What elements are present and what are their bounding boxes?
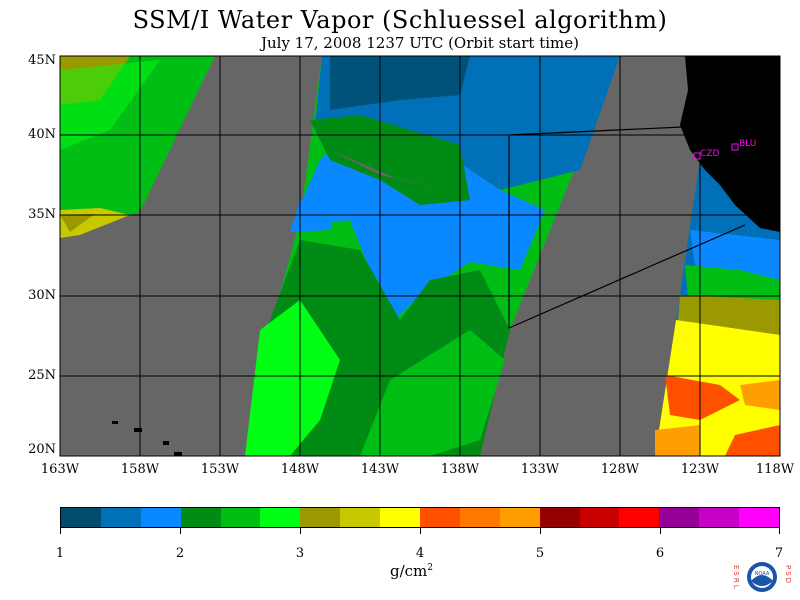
colorbar-tick xyxy=(779,528,780,534)
lat-label-35n: 35N xyxy=(28,207,56,222)
colorbar-swatch xyxy=(180,508,221,527)
swath-east xyxy=(655,160,780,456)
units-exponent: 2 xyxy=(427,563,434,573)
lat-label-30n: 30N xyxy=(28,288,56,303)
site-label-czd: CZD xyxy=(700,149,719,159)
colorbar-swatch xyxy=(220,508,261,527)
colorbar-label-1: 1 xyxy=(55,546,65,561)
colorbar-swatch xyxy=(659,508,700,527)
lon-label-133w: 133W xyxy=(520,462,560,477)
colorbar-swatch xyxy=(619,508,660,527)
colorbar-swatch xyxy=(699,508,740,527)
analysis-outline xyxy=(508,126,746,329)
lon-label-153w: 153W xyxy=(200,462,240,477)
land-north-america xyxy=(680,56,780,232)
colorbar-label-5: 5 xyxy=(535,546,545,561)
colorbar-tick xyxy=(420,528,421,534)
colorbar-swatch xyxy=(420,508,460,527)
colorbar-swatch xyxy=(579,508,620,527)
colorbar-swatch xyxy=(260,508,301,527)
lon-label-138w: 138W xyxy=(440,462,480,477)
colorbar-tick xyxy=(180,528,181,534)
colorbar-swatch xyxy=(380,508,421,527)
colorbar-tick xyxy=(660,528,661,534)
colorbar-label-4: 4 xyxy=(415,546,425,561)
lon-label-123w: 123W xyxy=(680,462,720,477)
colorbar-swatch xyxy=(499,508,540,527)
lon-label-143w: 143W xyxy=(360,462,400,477)
lon-label-158w: 158W xyxy=(120,462,160,477)
lon-label-148w: 148W xyxy=(280,462,320,477)
colorbar-label-7: 7 xyxy=(774,546,784,561)
lon-label-128w: 128W xyxy=(600,462,640,477)
map-title: SSM/I Water Vapor (Schluessel algorithm) xyxy=(132,6,668,34)
site-marker-czd xyxy=(693,152,701,160)
colorbar-swatch xyxy=(739,508,780,527)
colorbar-swatch xyxy=(459,508,500,527)
units-text: g/cm xyxy=(390,562,428,580)
map-subtitle: July 17, 2008 1237 UTC (Orbit start time… xyxy=(260,34,580,52)
colorbar xyxy=(60,507,780,528)
colorbar-tick xyxy=(540,528,541,534)
colorbar-swatch xyxy=(61,508,101,527)
lon-label-163w: 163W xyxy=(40,462,80,477)
site-marker-blu xyxy=(731,143,739,151)
colorbar-swatch xyxy=(100,508,141,527)
colorbar-tick xyxy=(300,528,301,534)
lat-label-20n: 20N xyxy=(28,442,56,457)
colorbar-tick xyxy=(60,528,61,534)
colorbar-label-3: 3 xyxy=(295,546,305,561)
lat-label-45n: 45N xyxy=(28,53,56,68)
svg-text:ESRL: ESRL xyxy=(732,565,740,591)
map-frame xyxy=(59,55,781,457)
colorbar-swatch xyxy=(340,508,381,527)
noaa-esrl-psd-logo: ESRL NOAA PSD xyxy=(732,562,792,592)
swath-central xyxy=(245,56,620,456)
lat-label-25n: 25N xyxy=(28,368,56,383)
colorbar-swatch xyxy=(300,508,341,527)
colorbar-units: g/cm2 xyxy=(390,562,433,580)
svg-text:PSD: PSD xyxy=(784,565,792,585)
colorbar-label-2: 2 xyxy=(175,546,185,561)
colorbar-label-6: 6 xyxy=(655,546,665,561)
colorbar-swatch xyxy=(539,508,580,527)
lon-label-118w: 118W xyxy=(755,462,795,477)
colorbar-swatch xyxy=(140,508,181,527)
lat-lon-grid xyxy=(60,56,780,456)
lat-label-40n: 40N xyxy=(28,127,56,142)
hawaii-islands xyxy=(112,421,182,456)
svg-text:NOAA: NOAA xyxy=(755,571,770,577)
site-label-blu: BLU xyxy=(739,139,756,149)
